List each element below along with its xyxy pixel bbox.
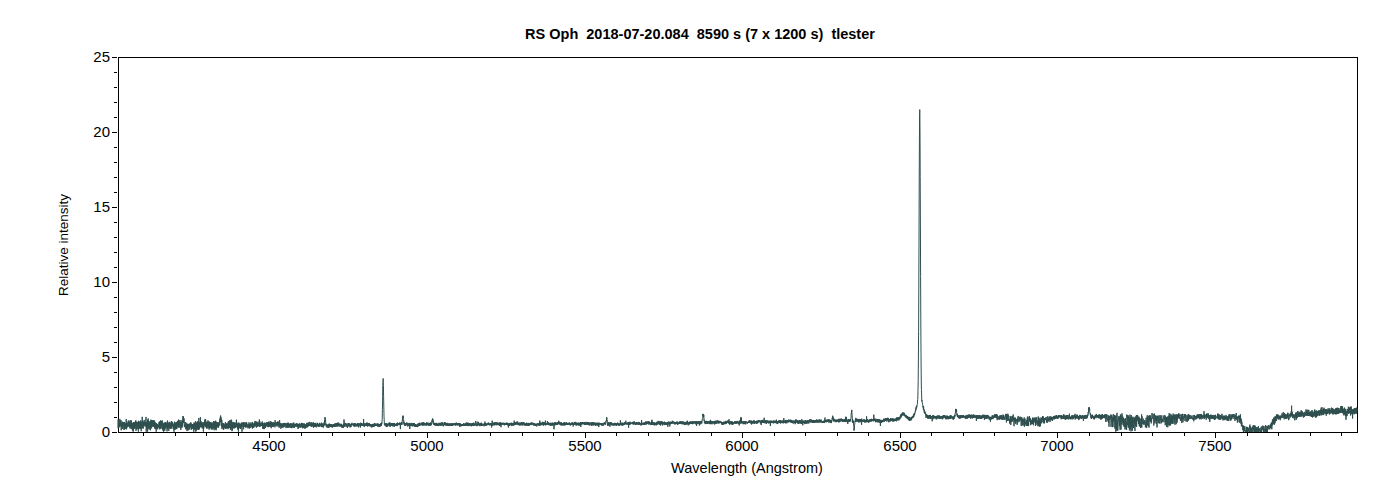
x-tick-label: 4500: [252, 437, 285, 454]
x-tick-label: 7000: [1040, 437, 1073, 454]
x-tick-label: 7500: [1198, 437, 1231, 454]
x-tick-label: 5500: [568, 437, 601, 454]
x-axis-ticks: 4500 5000 5500 6000 6500 7000 7500: [144, 433, 1342, 454]
x-tick-label: 6000: [725, 437, 758, 454]
y-tick-label: 20: [93, 123, 110, 140]
x-tick-label: 6500: [883, 437, 916, 454]
x-tick-label: 5000: [410, 437, 443, 454]
spectrum-line: [118, 110, 1357, 432]
y-tick-label: 25: [93, 48, 110, 65]
y-tick-label: 15: [93, 198, 110, 215]
y-tick-label: 10: [93, 273, 110, 290]
spectrum-plot: 4500 5000 5500 6000 6500 7000 7500 0 5 10 15 20 25: [0, 0, 1400, 500]
y-axis-ticks: 0 5 10 15 20 25: [93, 48, 117, 440]
y-tick-label: 5: [102, 348, 110, 365]
y-tick-label: 0: [102, 423, 110, 440]
plot-frame: [119, 58, 1358, 433]
